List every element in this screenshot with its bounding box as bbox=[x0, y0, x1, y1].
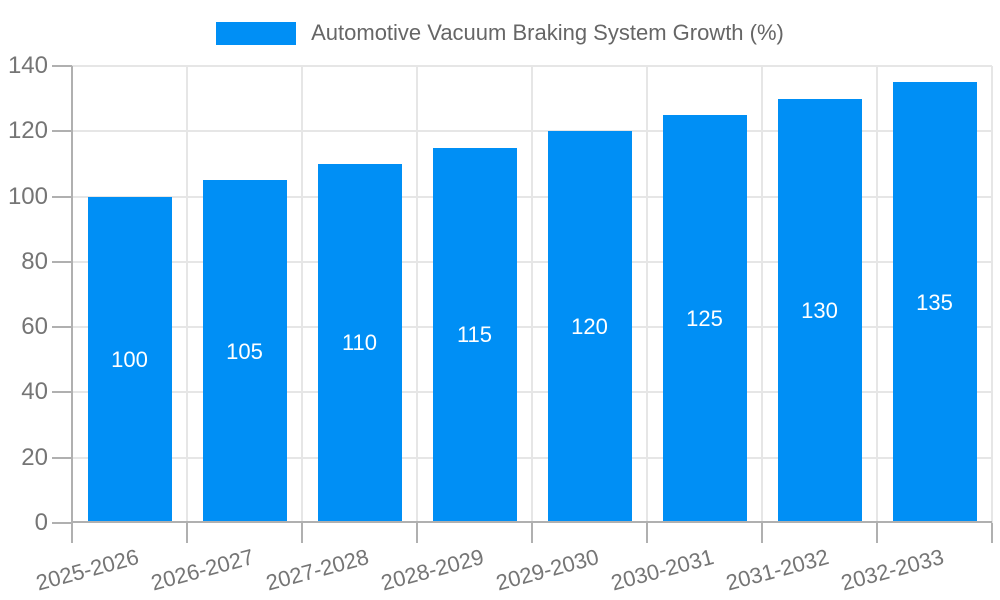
y-tick-label: 80 bbox=[21, 247, 48, 275]
x-tick-label: 2028-2029 bbox=[378, 544, 487, 596]
y-axis-tick bbox=[52, 326, 72, 329]
x-tick-label: 2027-2028 bbox=[263, 544, 372, 596]
x-axis-tick bbox=[646, 523, 648, 543]
legend-swatch-icon bbox=[216, 21, 297, 45]
gridline-vertical bbox=[186, 66, 188, 523]
bar bbox=[892, 82, 977, 523]
y-axis-tick bbox=[52, 522, 72, 524]
x-tick-label: 2030-2031 bbox=[608, 544, 717, 596]
x-axis-tick bbox=[991, 523, 993, 543]
x-axis-tick bbox=[531, 523, 533, 543]
y-tick-label: 0 bbox=[34, 509, 48, 536]
y-tick-label: 120 bbox=[7, 117, 48, 145]
gridline-vertical bbox=[876, 66, 878, 523]
y-axis-tick bbox=[52, 260, 72, 263]
x-tick-label: 2031-2032 bbox=[723, 544, 832, 596]
bar bbox=[547, 131, 632, 523]
bar-value-label: 125 bbox=[686, 305, 723, 331]
gridline-vertical bbox=[531, 66, 533, 523]
bar-value-label: 100 bbox=[111, 346, 148, 372]
x-axis-tick bbox=[761, 523, 763, 543]
bar-value-label: 115 bbox=[456, 322, 493, 348]
y-tick-label: 140 bbox=[7, 52, 48, 79]
gridline-vertical bbox=[646, 66, 648, 523]
gridline-vertical bbox=[991, 66, 993, 523]
y-tick-label: 100 bbox=[7, 182, 48, 210]
y-axis-tick bbox=[52, 65, 72, 67]
bar bbox=[202, 180, 287, 523]
gridline-vertical bbox=[416, 66, 418, 523]
bar bbox=[432, 147, 517, 523]
bar-value-label: 120 bbox=[571, 314, 608, 340]
gridline-vertical bbox=[301, 66, 303, 523]
x-tick-label: 2026-2027 bbox=[148, 544, 257, 596]
legend-label: Automotive Vacuum Braking System Growth … bbox=[311, 20, 784, 45]
y-axis-tick bbox=[52, 130, 72, 133]
y-axis-tick bbox=[52, 195, 72, 198]
bar bbox=[317, 163, 402, 523]
x-axis-line bbox=[72, 521, 992, 523]
y-axis-line bbox=[71, 66, 73, 523]
chart-legend: Automotive Vacuum Braking System Growth … bbox=[0, 20, 1000, 46]
x-axis-tick bbox=[186, 523, 188, 543]
y-tick-label: 60 bbox=[21, 313, 48, 341]
y-axis-tick bbox=[52, 391, 72, 394]
bar bbox=[777, 98, 862, 523]
bar-value-label: 130 bbox=[801, 297, 838, 323]
y-axis-tick bbox=[52, 456, 72, 459]
x-tick-label: 2025-2026 bbox=[33, 544, 142, 596]
x-axis-tick bbox=[71, 523, 73, 543]
x-axis-tick bbox=[416, 523, 418, 543]
x-tick-label: 2032-2033 bbox=[838, 544, 947, 596]
bar bbox=[87, 196, 172, 523]
bar-value-label: 135 bbox=[916, 289, 953, 315]
x-axis-tick bbox=[301, 523, 303, 543]
x-tick-label: 2029-2030 bbox=[493, 544, 602, 596]
bar-value-label: 110 bbox=[341, 330, 378, 356]
bar bbox=[662, 114, 747, 523]
y-tick-label: 40 bbox=[21, 378, 48, 406]
x-axis-tick bbox=[876, 523, 878, 543]
gridline-vertical bbox=[761, 66, 763, 523]
y-tick-label: 20 bbox=[21, 443, 48, 471]
bar-value-label: 105 bbox=[226, 338, 263, 364]
